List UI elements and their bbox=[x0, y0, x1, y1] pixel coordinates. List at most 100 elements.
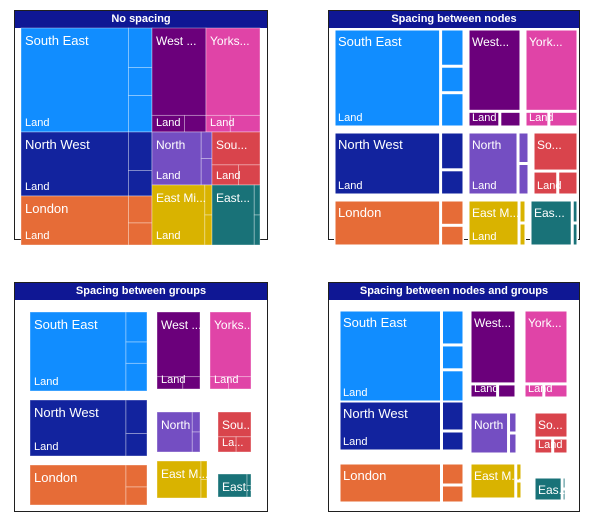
treemap-group[interactable]: West ... Land bbox=[151, 27, 207, 133]
treemap-group[interactable]: Eas... bbox=[530, 200, 578, 246]
treemap-node[interactable] bbox=[125, 433, 148, 457]
treemap-node[interactable] bbox=[563, 490, 565, 500]
treemap-node[interactable] bbox=[125, 464, 148, 488]
treemap-node[interactable] bbox=[534, 133, 577, 170]
treemap-node[interactable] bbox=[228, 376, 252, 390]
treemap-node[interactable] bbox=[526, 112, 548, 126]
treemap-group[interactable]: So... Land bbox=[533, 132, 578, 195]
treemap-node[interactable] bbox=[519, 133, 528, 163]
treemap-node[interactable] bbox=[443, 486, 463, 502]
treemap-node[interactable] bbox=[554, 439, 567, 453]
treemap-node[interactable] bbox=[573, 201, 577, 222]
treemap-group[interactable]: West ... Land bbox=[156, 311, 201, 390]
treemap-node[interactable] bbox=[471, 311, 515, 383]
treemap-group[interactable]: South East Land bbox=[334, 29, 464, 127]
treemap-node[interactable] bbox=[200, 158, 213, 186]
treemap-node[interactable] bbox=[156, 311, 201, 378]
treemap-node[interactable] bbox=[499, 385, 515, 397]
treemap-node[interactable] bbox=[443, 402, 463, 430]
treemap-group[interactable]: North West Land bbox=[29, 399, 148, 457]
treemap-node[interactable] bbox=[204, 214, 213, 246]
treemap-node[interactable] bbox=[519, 165, 528, 194]
treemap-node[interactable] bbox=[442, 171, 463, 194]
treemap-node[interactable] bbox=[545, 385, 567, 397]
treemap-node[interactable] bbox=[246, 485, 252, 498]
treemap-node[interactable] bbox=[156, 411, 193, 453]
treemap-node[interactable] bbox=[128, 222, 153, 246]
treemap-group[interactable]: South East Land bbox=[29, 311, 148, 392]
treemap-node[interactable] bbox=[550, 112, 577, 126]
treemap-node[interactable] bbox=[442, 133, 463, 169]
treemap-group[interactable]: London Land bbox=[20, 195, 153, 246]
treemap-node[interactable] bbox=[443, 311, 463, 344]
treemap-node[interactable] bbox=[253, 214, 261, 246]
treemap-group[interactable]: North West Land bbox=[339, 401, 464, 451]
treemap-node[interactable] bbox=[443, 371, 463, 401]
treemap-group[interactable]: East M... bbox=[156, 460, 208, 499]
treemap-node[interactable] bbox=[443, 432, 463, 450]
treemap-node[interactable] bbox=[471, 385, 497, 397]
treemap-node[interactable] bbox=[510, 413, 516, 432]
treemap-node[interactable] bbox=[443, 464, 463, 484]
treemap-node[interactable] bbox=[200, 479, 208, 499]
treemap-group[interactable]: West... Land bbox=[468, 29, 521, 127]
treemap-node[interactable] bbox=[151, 184, 206, 246]
treemap-node[interactable] bbox=[211, 131, 261, 166]
treemap-node[interactable] bbox=[229, 114, 261, 133]
treemap-node[interactable] bbox=[526, 30, 577, 110]
treemap-node[interactable] bbox=[573, 224, 577, 245]
treemap-group[interactable]: South East Land bbox=[20, 27, 153, 133]
treemap-group[interactable]: So... Land bbox=[534, 412, 568, 454]
treemap-node[interactable] bbox=[128, 195, 153, 224]
treemap-node[interactable] bbox=[501, 112, 520, 126]
treemap-node[interactable] bbox=[253, 184, 261, 216]
treemap-node[interactable] bbox=[442, 30, 463, 65]
treemap-node[interactable] bbox=[510, 434, 516, 453]
treemap-group[interactable]: South East Land bbox=[339, 310, 464, 402]
treemap-group[interactable]: Sou... Land bbox=[211, 131, 261, 186]
treemap-node[interactable] bbox=[156, 460, 202, 499]
treemap-group[interactable]: East M... bbox=[470, 463, 522, 499]
treemap-node[interactable] bbox=[29, 399, 127, 457]
treemap-node[interactable] bbox=[335, 133, 440, 194]
treemap-node[interactable] bbox=[443, 346, 463, 369]
treemap-node[interactable] bbox=[235, 436, 252, 453]
treemap-node[interactable] bbox=[340, 464, 441, 502]
treemap-node[interactable] bbox=[534, 172, 557, 194]
treemap-node[interactable] bbox=[442, 67, 463, 92]
treemap-node[interactable] bbox=[151, 27, 207, 116]
treemap-node[interactable] bbox=[29, 464, 127, 506]
treemap-node[interactable] bbox=[520, 224, 525, 245]
treemap-node[interactable] bbox=[340, 311, 441, 401]
treemap-node[interactable] bbox=[442, 226, 463, 245]
treemap-node[interactable] bbox=[559, 172, 577, 194]
treemap-node[interactable] bbox=[128, 131, 153, 171]
treemap-node[interactable] bbox=[469, 112, 499, 126]
treemap-group[interactable]: London bbox=[29, 464, 148, 506]
treemap-group[interactable]: London bbox=[334, 200, 464, 246]
treemap-node[interactable] bbox=[125, 341, 148, 364]
treemap-node[interactable] bbox=[125, 399, 148, 434]
treemap-node[interactable] bbox=[563, 478, 565, 488]
treemap-node[interactable] bbox=[469, 30, 520, 110]
treemap-group[interactable]: York... Land bbox=[524, 310, 568, 398]
treemap-node[interactable] bbox=[340, 402, 441, 450]
treemap-node[interactable] bbox=[335, 201, 440, 245]
treemap-node[interactable] bbox=[517, 482, 521, 498]
treemap-node[interactable] bbox=[517, 464, 521, 480]
treemap-node[interactable] bbox=[442, 94, 463, 126]
treemap-node[interactable] bbox=[335, 30, 440, 126]
treemap-node[interactable] bbox=[237, 164, 261, 186]
treemap-group[interactable]: North bbox=[470, 412, 517, 454]
treemap-node[interactable] bbox=[183, 114, 207, 133]
treemap-group[interactable]: North West Land bbox=[334, 132, 464, 195]
treemap-node[interactable] bbox=[125, 362, 148, 392]
treemap-group[interactable]: East... bbox=[217, 473, 256, 498]
treemap-node[interactable] bbox=[205, 27, 261, 116]
treemap-group[interactable]: North bbox=[156, 411, 201, 453]
treemap-node[interactable] bbox=[469, 133, 517, 194]
treemap-group[interactable]: Yorks... Land bbox=[205, 27, 261, 133]
treemap-node[interactable] bbox=[128, 27, 153, 68]
treemap-group[interactable]: York... Land bbox=[525, 29, 578, 127]
treemap-node[interactable] bbox=[128, 67, 153, 97]
